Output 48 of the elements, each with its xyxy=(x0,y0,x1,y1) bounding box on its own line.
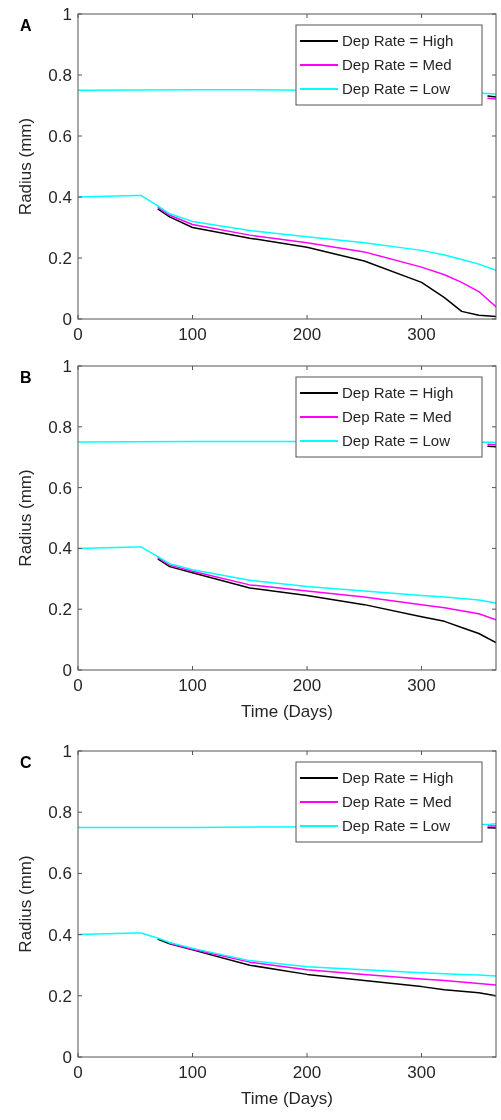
y-axis-title: Radius (mm) xyxy=(16,469,35,567)
y-tick-label: 1 xyxy=(62,4,72,24)
y-tick-label: 0 xyxy=(62,660,72,680)
line-series xyxy=(157,558,496,644)
x-tick-label: 200 xyxy=(292,325,322,344)
y-tick-label: 0 xyxy=(62,1047,72,1067)
y-tick-label: 0.4 xyxy=(48,187,72,207)
y-tick-label: 0.6 xyxy=(48,126,72,146)
x-axis-title: Time (Days) xyxy=(241,702,333,721)
y-tick-label: 0.2 xyxy=(48,986,72,1006)
line-series xyxy=(157,556,496,621)
y-tick-label: 0.8 xyxy=(48,417,72,437)
x-tick-label: 300 xyxy=(407,676,436,695)
y-tick-label: 1 xyxy=(62,741,72,761)
legend-label: Dep Rate = High xyxy=(342,769,454,787)
y-tick-label: 0.6 xyxy=(48,864,72,884)
chart-title: A xyxy=(20,17,32,34)
x-tick-label: 300 xyxy=(407,325,436,344)
y-tick-label: 0.4 xyxy=(48,925,72,945)
y-tick-label: 0.2 xyxy=(48,600,72,620)
legend-label: Dep Rate = Low xyxy=(342,80,451,98)
x-tick-label: 300 xyxy=(407,1063,436,1082)
legend-label: Dep Rate = High xyxy=(342,32,454,50)
legend-label: Dep Rate = Med xyxy=(342,793,452,811)
x-tick-label: 100 xyxy=(178,676,207,695)
y-tick-label: 1 xyxy=(62,356,72,376)
y-tick-label: 0.2 xyxy=(48,248,72,268)
y-tick-label: 0.4 xyxy=(48,539,72,559)
legend-label: Dep Rate = Med xyxy=(342,56,452,74)
x-axis-title: Time (Days) xyxy=(241,1089,333,1108)
y-tick-label: 0.8 xyxy=(48,65,72,85)
line-series xyxy=(157,938,496,997)
x-tick-label: 100 xyxy=(178,1063,207,1082)
legend-label: Dep Rate = Med xyxy=(342,408,452,426)
chart-title: B xyxy=(20,369,32,386)
x-tick-label: 200 xyxy=(292,1063,322,1082)
y-tick-label: 0 xyxy=(62,309,72,329)
legend-label: Dep Rate = High xyxy=(342,384,454,402)
y-axis-title: Radius (mm) xyxy=(16,855,35,953)
y-tick-label: 0.8 xyxy=(48,803,72,823)
x-tick-label: 200 xyxy=(292,676,322,695)
chart-title: C xyxy=(20,754,32,771)
line-series xyxy=(168,942,496,986)
legend-label: Dep Rate = Low xyxy=(342,432,451,450)
y-axis-title: Radius (mm) xyxy=(16,117,35,216)
y-tick-label: 0.6 xyxy=(48,478,72,498)
x-tick-label: 100 xyxy=(178,325,207,344)
legend-label: Dep Rate = Low xyxy=(342,817,451,835)
